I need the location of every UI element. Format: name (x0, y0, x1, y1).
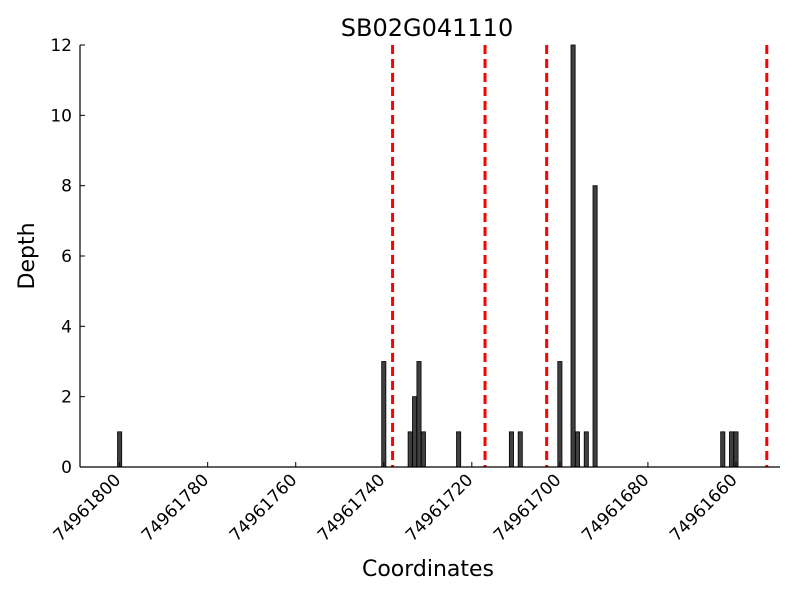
bar (574, 431, 580, 468)
y-axis-title: Depth (15, 222, 40, 289)
bars-layer (117, 44, 739, 468)
x-axis-title: Coordinates (362, 557, 494, 582)
bar (557, 361, 563, 468)
bar (583, 431, 589, 468)
bar (407, 431, 413, 468)
bar (420, 431, 426, 468)
bar (381, 361, 387, 468)
bar (416, 361, 422, 468)
x-tick-label: 74961740 (314, 470, 389, 545)
bar (720, 431, 726, 468)
y-tick-label: 2 (61, 388, 72, 408)
bar (412, 396, 418, 468)
bar (592, 185, 598, 468)
y-tick-label: 8 (61, 177, 72, 197)
y-tick-label: 0 (61, 458, 72, 478)
y-tick-label: 4 (61, 317, 72, 337)
x-tick-label: 74961700 (490, 470, 565, 545)
bar (117, 431, 123, 468)
bar (729, 431, 735, 468)
y-tick-label: 10 (50, 106, 72, 126)
x-tick-label: 74961780 (138, 470, 213, 545)
x-tick-label: 74961800 (50, 470, 125, 545)
bar (508, 431, 514, 468)
chart-title: SB02G041110 (341, 14, 513, 42)
bar (733, 431, 739, 468)
bar (570, 44, 576, 468)
bar (456, 431, 462, 468)
reference-lines-layer (391, 45, 769, 467)
bar (517, 431, 523, 468)
x-tick-label: 74961720 (402, 470, 477, 545)
x-tick-label: 74961660 (666, 470, 741, 545)
x-tick-label: 74961680 (578, 470, 653, 545)
axes-layer: 0 2 4 6 8 10 12 74961800 74961780 74961760 7496174… (50, 36, 780, 546)
y-tick-label: 12 (50, 36, 72, 56)
y-tick-label: 6 (61, 247, 72, 267)
x-tick-label: 74961760 (226, 470, 301, 545)
